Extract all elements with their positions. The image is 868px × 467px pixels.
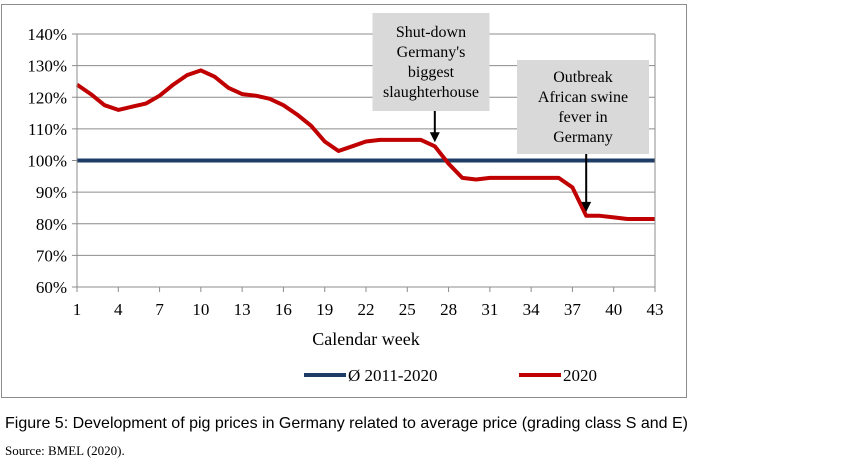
x-tick-label: 1 <box>73 300 82 319</box>
annotation-text-line: slaughterhouse <box>383 84 479 101</box>
x-axis-title: Calendar week <box>312 329 419 349</box>
annotation-box <box>372 13 490 111</box>
legend-label: 2020 <box>563 366 597 385</box>
legend-item-year-2020: 2020 <box>519 366 597 385</box>
legend-layer: Ø 2011-2020 2020 <box>304 366 597 385</box>
y-tick-label: 70% <box>36 246 67 265</box>
annotation-text-line: Germany's <box>397 44 466 61</box>
x-tick-label: 37 <box>564 300 582 319</box>
annotation-1: Shut-down Germany's biggest slaughterhouse <box>372 13 490 143</box>
annotation-arrow-head <box>581 201 592 212</box>
x-tick-label: 28 <box>440 300 457 319</box>
annotation-text-line: Shut-down <box>396 24 466 41</box>
annotation-text-line: Outbreak <box>553 69 613 86</box>
series-layer <box>75 68 655 221</box>
annotation-box <box>517 60 649 154</box>
annotation-arrow-head <box>429 132 440 143</box>
x-tick-label: 19 <box>316 300 333 319</box>
annotation-layer: Shut-down Germany's biggest slaughterhouse O… <box>372 13 649 212</box>
axis-layer: 60% 70% 80% 90% 100% 110% 120% 130% 140% 1 4 7 10 13 1… <box>27 25 663 319</box>
x-tick-label: 7 <box>155 300 164 319</box>
legend-item-average: Ø 2011-2020 <box>304 366 438 385</box>
annotation-text-line: fever in <box>558 109 607 126</box>
x-tick-label: 16 <box>275 300 292 319</box>
series-line-year-2020 <box>75 68 655 221</box>
line-chart: 60% 70% 80% 90% 100% 110% 120% 130% 140% 1 4 7 10 13 1… <box>27 13 664 385</box>
y-tick-label: 120% <box>27 88 67 107</box>
annotation-text-line: African swine <box>538 89 628 106</box>
x-tick-label: 4 <box>114 300 123 319</box>
annotation-text-line: Germany <box>553 129 613 146</box>
annotation-2: Outbreak African swine fever in Germany <box>517 60 649 212</box>
x-tick-label: 25 <box>399 300 416 319</box>
y-tick-label: 60% <box>36 278 67 297</box>
x-tick-label: 43 <box>647 300 664 319</box>
figure-caption: Figure 5: Development of pig prices in G… <box>5 415 689 432</box>
x-tick-label: 22 <box>358 300 375 319</box>
chart-frame <box>1 4 687 398</box>
x-tick-label: 13 <box>234 300 251 319</box>
y-tick-label: 90% <box>36 183 67 202</box>
y-tick-label: 80% <box>36 215 67 234</box>
y-tick-label: 140% <box>27 25 67 44</box>
x-tick-label: 31 <box>481 300 498 319</box>
annotation-text-line: biggest <box>408 64 455 81</box>
legend-label: Ø 2011-2020 <box>348 366 438 385</box>
x-tick-label: 34 <box>523 300 541 319</box>
x-tick-label: 40 <box>605 300 622 319</box>
y-tick-label: 110% <box>28 120 67 139</box>
x-tick-label: 10 <box>192 300 209 319</box>
y-tick-label: 130% <box>27 57 67 76</box>
source-note: Source: BMEL (2020). <box>5 443 125 458</box>
y-tick-label: 100% <box>27 152 67 171</box>
